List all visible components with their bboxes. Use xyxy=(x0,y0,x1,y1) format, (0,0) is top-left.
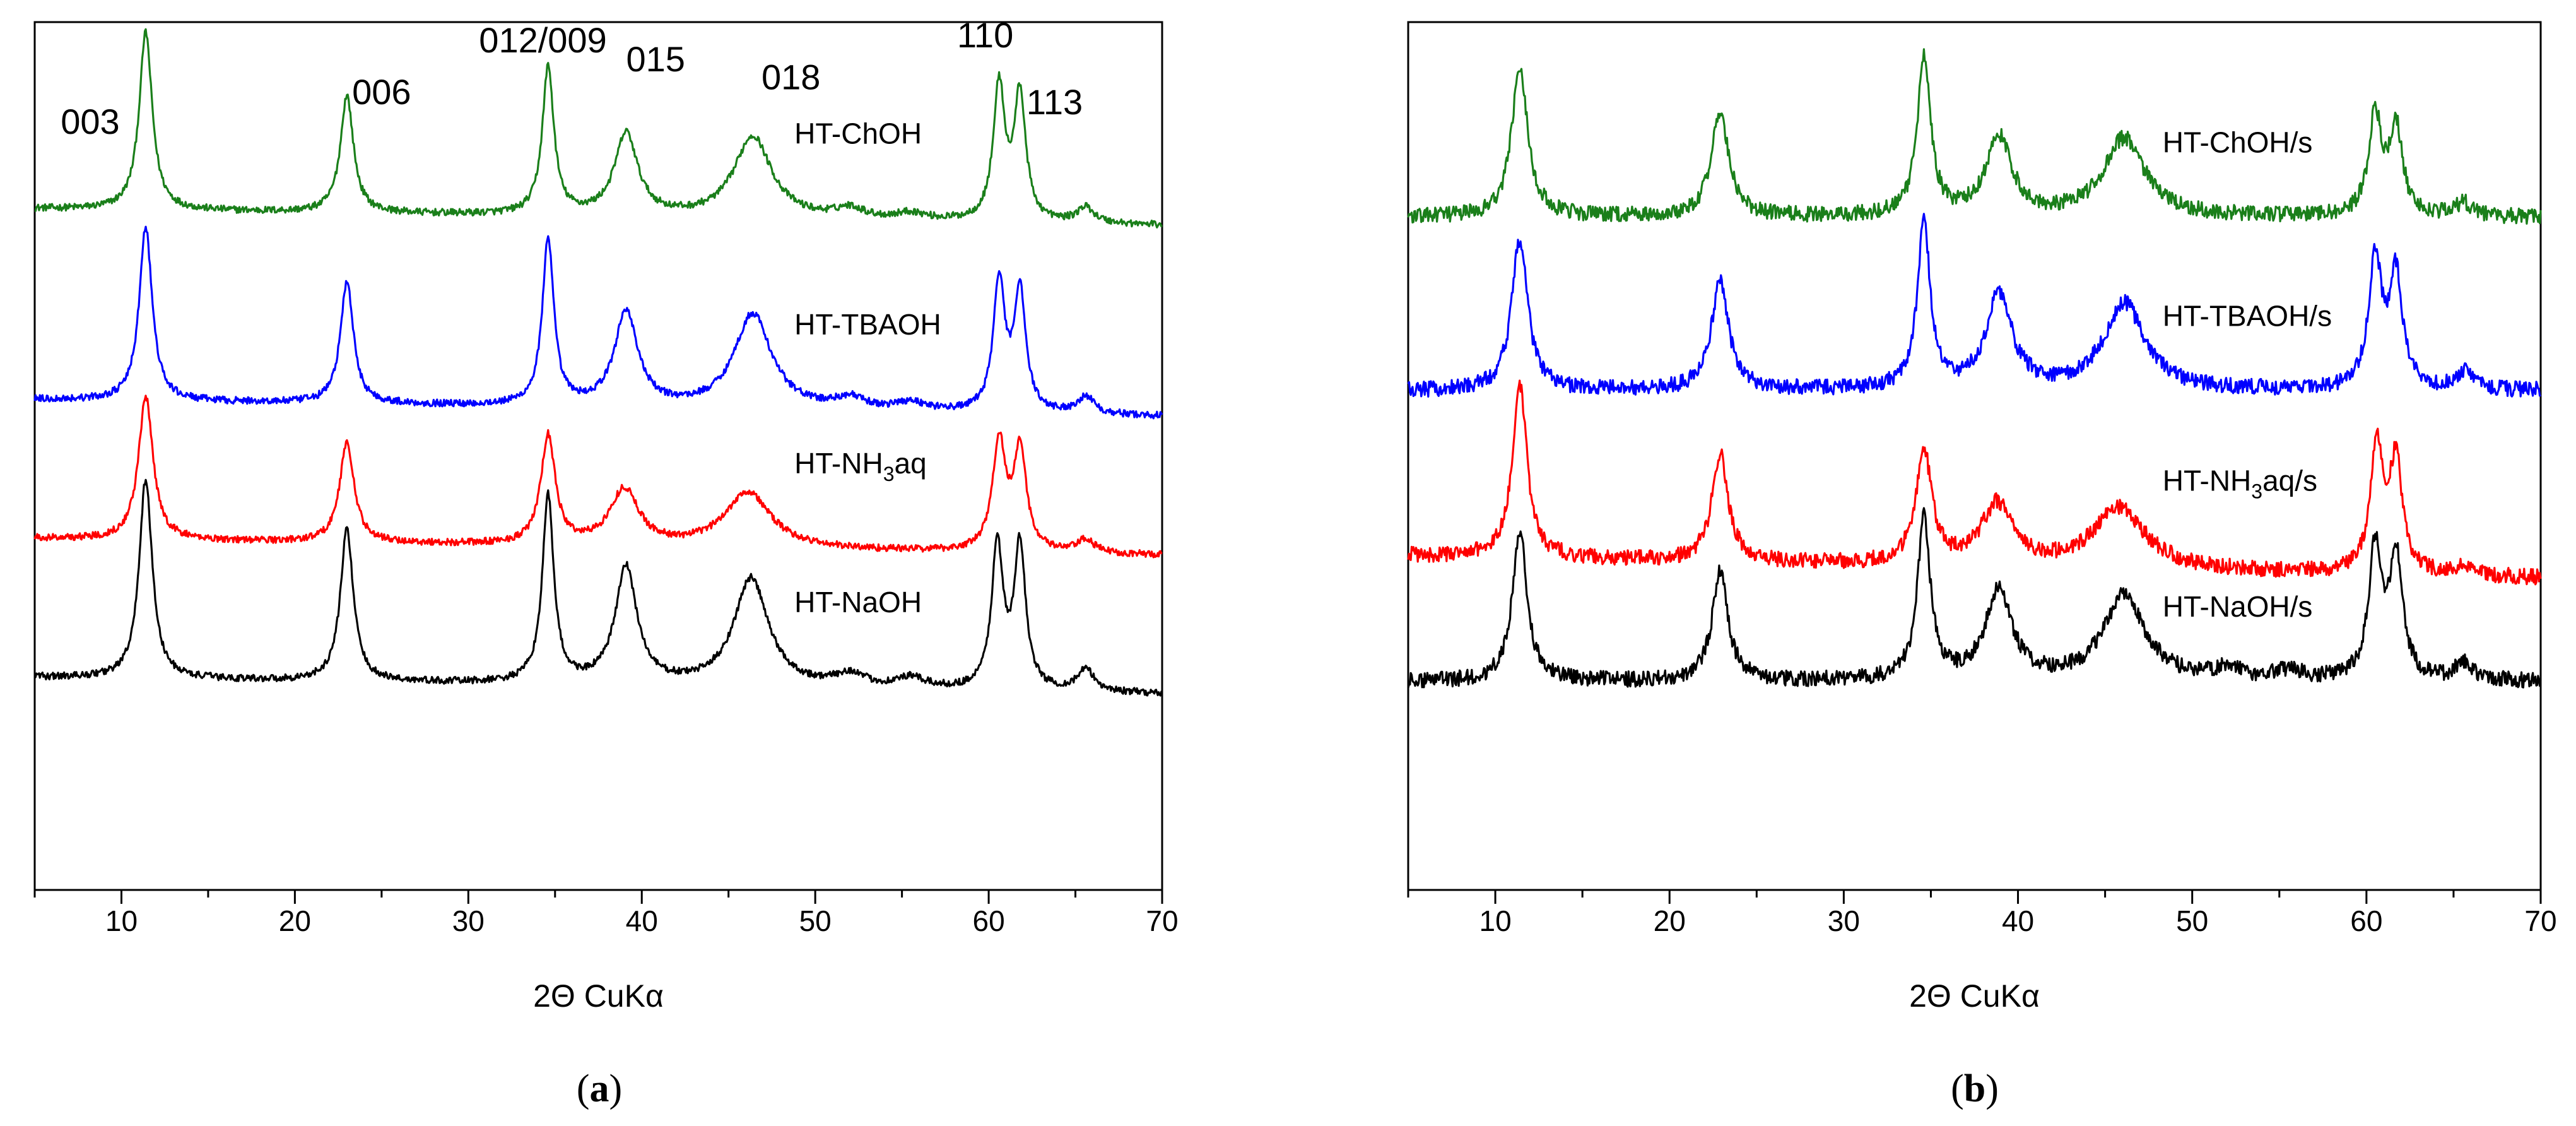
plot-frame xyxy=(33,21,1163,891)
panel-caption: (b) xyxy=(1951,1067,1999,1110)
peak-label: 113 xyxy=(1026,82,1083,122)
peak-label: 110 xyxy=(957,15,1013,55)
x-axis-ticks xyxy=(1407,890,2542,904)
x-tick-label: 50 xyxy=(2176,904,2208,937)
xrd-chart-b: 10 20 30 40 50 60 70 2Θ CuKα (b) HT-ChOH/s HT-TBAO… xyxy=(1407,21,2557,1110)
series-line-ht-choh-s xyxy=(1407,48,2542,225)
x-tick-label: 70 xyxy=(1146,904,1178,937)
x-tick-label: 40 xyxy=(626,904,658,937)
series-label: HT-ChOH xyxy=(794,117,922,150)
series-label: HT-ChOH/s xyxy=(2163,126,2313,158)
x-tick-label: 40 xyxy=(2002,904,2034,937)
panel-caption: (a) xyxy=(577,1067,622,1110)
series-line-ht-tbaoh-s xyxy=(1407,213,2541,398)
chart-panel-a: 10 20 30 40 50 60 70 2Θ CuKα (a) HT-ChOH HT-TBAOH H… xyxy=(0,0,1199,1126)
chart-panel-b: 10 20 30 40 50 60 70 2Θ CuKα (b) HT-ChOH/s HT-TBAO… xyxy=(1375,0,2576,1126)
x-tick-label: 20 xyxy=(279,904,311,937)
x-axis-title: 2Θ CuKα xyxy=(533,978,664,1014)
series-line-ht-naoh-s xyxy=(1407,507,2542,689)
x-tick-label: 30 xyxy=(1828,904,1860,937)
series-label: HT-NH3aq/s xyxy=(2163,465,2317,503)
x-tick-label: 10 xyxy=(105,904,138,937)
peak-label: 015 xyxy=(626,39,685,79)
series-line-ht-choh xyxy=(34,28,1163,228)
x-tick-label: 20 xyxy=(1654,904,1686,937)
series-label: HT-NaOH/s xyxy=(2163,590,2313,623)
x-tick-label: 50 xyxy=(799,904,832,937)
panel-caption-letter: b xyxy=(1964,1067,1985,1110)
series-line-ht-naoh xyxy=(33,478,1163,697)
series-label: HT-TBAOH/s xyxy=(2163,299,2332,332)
series-line-ht-tbaoh xyxy=(33,225,1163,420)
peak-label: 003 xyxy=(61,102,119,141)
x-axis-ticks xyxy=(33,890,1163,904)
x-tick-label: 60 xyxy=(972,904,1004,937)
x-tick-label: 30 xyxy=(452,904,485,937)
series-line-ht-nh3aq-s xyxy=(1407,379,2542,586)
x-axis-title: 2Θ CuKα xyxy=(1909,978,2040,1014)
x-tick-label: 70 xyxy=(2524,904,2556,937)
plot-frame xyxy=(1407,21,2542,891)
panel-caption-letter: a xyxy=(590,1067,609,1110)
xrd-chart-a: 10 20 30 40 50 60 70 2Θ CuKα (a) HT-ChOH HT-TBAOH H… xyxy=(33,15,1179,1110)
peak-label: 018 xyxy=(762,57,820,97)
x-tick-label: 10 xyxy=(1479,904,1511,937)
peak-label: 012/009 xyxy=(479,20,606,60)
peak-label: 006 xyxy=(352,72,411,112)
series-line-ht-nh3aq xyxy=(33,394,1163,559)
x-tick-label: 60 xyxy=(2350,904,2382,937)
series-label: HT-NaOH xyxy=(794,586,922,619)
series-label: HT-NH3aq xyxy=(794,447,927,485)
series-label: HT-TBAOH xyxy=(794,308,941,341)
